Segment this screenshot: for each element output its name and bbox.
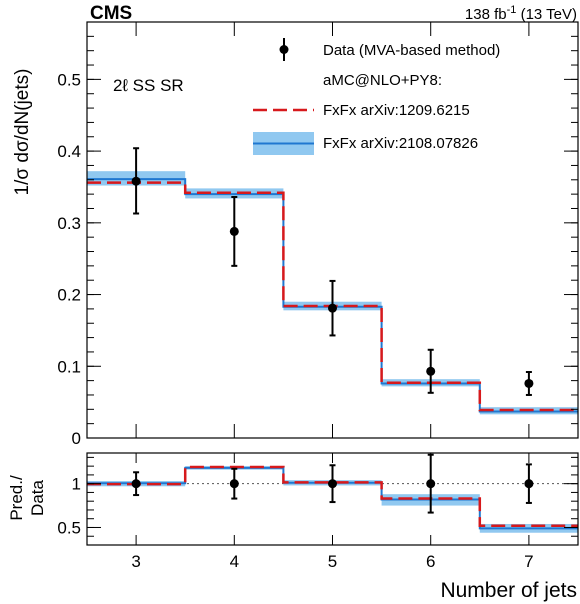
lumi-energy: (13 TeV)	[516, 6, 577, 23]
data-point-7	[524, 371, 534, 396]
ratio-panel-frame: 0.5 1 3 4 5 6 7	[57, 452, 579, 571]
x-tick-label: 5	[328, 552, 337, 571]
experiment-label: CMS	[90, 3, 132, 24]
ratio-panel	[87, 453, 578, 533]
y-tick-label: 0.5	[57, 70, 81, 89]
data-point-5	[328, 279, 337, 337]
lumi-value: 138 fb	[465, 6, 507, 23]
y-tick-label: 0	[72, 429, 81, 448]
ratio-y-tick-label: 0.5	[57, 518, 81, 537]
legend-data-label: Data (MVA-based method)	[323, 42, 500, 59]
legend-old-label: FxFx arXiv:1209.6215	[323, 102, 470, 119]
data-point-6	[426, 348, 436, 394]
data-point-3	[131, 147, 141, 215]
lumi-exponent: -1	[507, 4, 517, 16]
x-axis-title: Number of jets	[440, 579, 577, 602]
x-tick-label: 7	[524, 552, 533, 571]
legend-data-marker	[279, 38, 289, 61]
region-label: 2ℓ SS SR	[113, 76, 184, 95]
ratio-data-point-4	[229, 467, 239, 500]
luminosity-label: 138 fb-1 (13 TeV)	[465, 4, 577, 23]
legend-group-title: aMC@NLO+PY8:	[323, 72, 442, 89]
ratio-y-axis-title-line1: Pred./	[7, 475, 26, 521]
main-panel-frame: 0 0.1 0.2 0.3 0.4 0.5	[57, 21, 579, 448]
data-point-4	[229, 196, 239, 267]
ratio-fxfx-old-line	[87, 465, 578, 527]
ratio-data-point-5	[328, 464, 337, 504]
y-tick-label: 0.4	[57, 142, 81, 161]
legend-new-label: FxFx arXiv:2108.07826	[323, 135, 478, 152]
main-panel	[87, 147, 578, 415]
ratio-y-axis-title-line2: Data	[28, 480, 47, 516]
y-tick-label: 0.2	[57, 286, 81, 305]
main-y-axis-title: 1/σ dσ/dN(jets)	[12, 69, 33, 196]
y-tick-label: 0.3	[57, 214, 81, 233]
ratio-y-tick-label: 1	[72, 475, 81, 494]
x-tick-label: 3	[131, 552, 140, 571]
x-tick-label: 6	[426, 552, 435, 571]
ratio-data-point-7	[524, 463, 534, 504]
legend: Data (MVA-based method) aMC@NLO+PY8: FxF…	[253, 38, 500, 155]
y-tick-label: 0.1	[57, 357, 81, 376]
x-tick-label: 4	[230, 552, 239, 571]
ratio-data-point-3	[131, 471, 141, 497]
